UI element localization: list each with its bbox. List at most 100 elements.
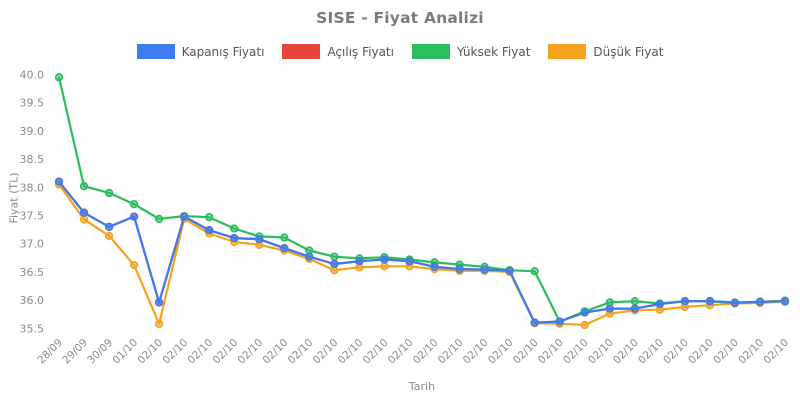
close-point xyxy=(180,212,189,221)
close-point xyxy=(280,244,289,253)
y-tick-label: 38.0 xyxy=(20,181,45,194)
high-point xyxy=(54,73,64,82)
low-point xyxy=(154,319,164,328)
x-tick-label: 02/10 xyxy=(611,337,641,367)
x-tick-label: 02/10 xyxy=(761,337,791,367)
high-point xyxy=(530,267,539,276)
x-tick-label: 02/10 xyxy=(511,337,541,367)
x-tick-label: 02/10 xyxy=(636,337,666,367)
low-point xyxy=(380,262,389,271)
close-point xyxy=(405,257,414,266)
x-tick-label: 02/10 xyxy=(261,337,291,367)
y-tick-label: 37.5 xyxy=(20,210,45,223)
close-point xyxy=(230,233,239,243)
x-tick-label: 02/10 xyxy=(210,337,240,367)
chart-title: SISE - Fiyat Analizi xyxy=(316,9,484,27)
high-point xyxy=(230,224,239,233)
close-point xyxy=(655,299,664,309)
legend-swatch xyxy=(411,44,450,59)
legend-swatch xyxy=(136,44,175,59)
close-point xyxy=(580,308,589,317)
close-point xyxy=(104,222,114,231)
legend-item-3: Düşük Fiyat xyxy=(548,44,663,59)
low-point xyxy=(580,320,589,330)
x-tick-label: 02/10 xyxy=(586,337,616,367)
close-point xyxy=(255,235,264,244)
x-tick-label: 28/09 xyxy=(35,337,65,367)
close-point xyxy=(605,304,614,313)
high-point xyxy=(129,200,139,209)
y-tick-label: 39.0 xyxy=(20,125,45,138)
x-tick-label: 02/10 xyxy=(436,337,466,367)
close-line xyxy=(57,180,787,324)
low-point xyxy=(129,260,139,270)
high-point xyxy=(154,214,164,224)
close-point xyxy=(780,297,790,306)
x-tick-label: 02/10 xyxy=(160,337,190,367)
x-tick-label: 02/10 xyxy=(486,337,516,367)
legend-item-1: Açılış Fiyatı xyxy=(282,44,394,59)
close-point xyxy=(555,317,564,326)
close-point xyxy=(430,262,439,271)
close-point xyxy=(730,298,740,308)
close-point xyxy=(505,266,514,275)
close-point xyxy=(530,318,539,327)
close-point xyxy=(630,304,639,313)
high-point xyxy=(79,182,89,191)
chart-legend: Kapanış Fiyatı Açılış Fiyatı Yüksek Fiyat D… xyxy=(0,44,800,59)
x-tick-label: 02/10 xyxy=(311,337,341,367)
close-point xyxy=(305,252,314,261)
legend-item-0: Kapanış Fiyatı xyxy=(136,44,264,59)
high-point xyxy=(280,233,289,242)
x-tick-label: 02/10 xyxy=(461,337,491,367)
x-tick-label: 02/10 xyxy=(561,337,591,367)
close-point xyxy=(755,297,765,306)
close-point xyxy=(79,208,89,217)
x-tick-label: 02/10 xyxy=(185,337,215,367)
x-tick-label: 02/10 xyxy=(361,337,391,367)
x-tick-label: 02/10 xyxy=(686,337,716,367)
close-point xyxy=(480,265,489,274)
legend-label: Düşük Fiyat xyxy=(593,44,664,59)
close-point xyxy=(330,259,339,269)
x-tick-label: 02/10 xyxy=(336,337,366,367)
high-point xyxy=(104,188,114,198)
high-point xyxy=(330,252,339,261)
close-point xyxy=(680,297,690,306)
y-tick-label: 36.5 xyxy=(20,266,45,279)
x-tick-label: 02/10 xyxy=(661,337,691,367)
legend-label: Yüksek Fiyat xyxy=(456,44,531,59)
x-tick-label: 02/10 xyxy=(536,337,566,367)
close-point xyxy=(129,212,139,221)
low-point xyxy=(79,215,89,224)
x-tick-label: 02/10 xyxy=(236,337,266,367)
y-tick-label: 39.5 xyxy=(20,97,45,110)
high-point xyxy=(630,297,639,306)
y-tick-label: 38.5 xyxy=(20,153,45,166)
legend-label: Açılış Fiyatı xyxy=(327,44,394,59)
x-tick-label: 02/10 xyxy=(411,337,441,367)
x-tick-label: 02/10 xyxy=(386,337,416,367)
x-tick-label: 02/10 xyxy=(286,337,316,367)
legend-item-2: Yüksek Fiyat xyxy=(411,44,531,59)
y-tick-label: 36.0 xyxy=(20,294,45,307)
close-point xyxy=(205,226,214,235)
x-tick-label: 01/10 xyxy=(110,337,140,367)
legend-swatch xyxy=(282,44,321,59)
x-tick-label: 02/10 xyxy=(135,337,165,367)
y-axis-title: Fiyat (TL) xyxy=(7,172,21,224)
close-point xyxy=(355,257,364,266)
x-tick-label: 02/10 xyxy=(736,337,766,367)
close-point xyxy=(54,177,64,186)
y-tick-label: 40.0 xyxy=(20,69,45,82)
close-point xyxy=(154,298,164,307)
x-axis-title: Tarih xyxy=(408,380,436,393)
y-tick-label: 35.5 xyxy=(20,322,45,335)
high-point xyxy=(205,213,214,222)
legend-swatch xyxy=(548,44,587,59)
x-tick-label: 02/10 xyxy=(711,337,741,367)
close-point xyxy=(705,297,715,306)
close-point xyxy=(380,255,389,264)
